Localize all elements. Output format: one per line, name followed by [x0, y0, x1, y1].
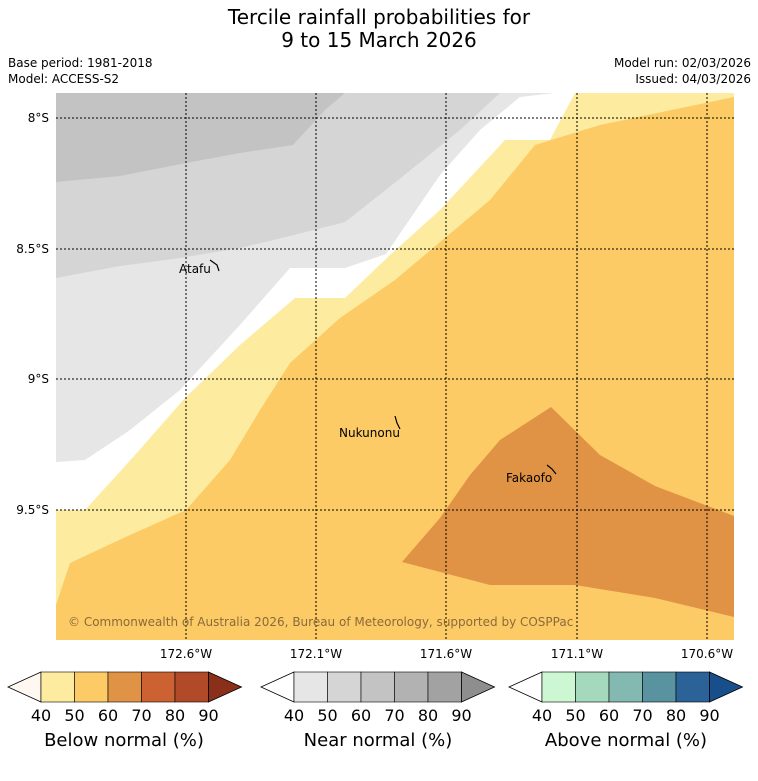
graticule	[56, 93, 734, 640]
place-labels: Atafu Nukunonu Fakaofo	[179, 262, 552, 485]
colorbar-above-tick: 80	[666, 706, 686, 725]
colorbar-near-tick: 40	[284, 706, 304, 725]
issued-text: Issued: 04/03/2026	[635, 72, 751, 86]
colorbar-below-segment	[107, 671, 142, 703]
colorbar-near-tick: 80	[418, 706, 438, 725]
colorbar-below-max-arrow	[208, 671, 243, 703]
probability-shading	[56, 93, 734, 640]
lat-label: 9°S	[28, 372, 49, 386]
lon-labels: 172.6°W 172.1°W 171.6°W 171.1°W 170.6°W	[160, 647, 733, 661]
lat-label: 8.5°S	[16, 242, 49, 256]
lon-label: 171.6°W	[420, 647, 472, 661]
colorbar-near-tick: 50	[317, 706, 337, 725]
colorbar-above-tick: 40	[532, 706, 552, 725]
colorbar-near-segment	[360, 671, 395, 703]
lat-label: 9.5°S	[16, 503, 49, 517]
colorbar-below-tick: 50	[64, 706, 84, 725]
colorbar-above-segment	[575, 671, 610, 703]
colorbar-legends: 40 50 60 70 80 90 40 50 60 70 80 90 40 50 60 70 80 90	[7, 671, 744, 725]
colorbar-near-segment	[293, 671, 328, 703]
model-text: Model: ACCESS-S2	[8, 72, 120, 86]
colorbar-above-tick: 70	[632, 706, 652, 725]
colorbar-near-segment	[394, 671, 429, 703]
below-normal-70-region	[402, 407, 734, 617]
lon-label: 171.1°W	[551, 647, 603, 661]
colorbar-below-tick: 60	[98, 706, 118, 725]
model-run-text: Model run: 02/03/2026	[613, 56, 751, 70]
colorbar-label-above: Above normal (%)	[544, 730, 708, 751]
near-normal-60-region	[56, 93, 345, 182]
lon-label: 170.6°W	[681, 647, 733, 661]
atafu-atoll-shape	[209, 259, 220, 272]
map-title-line2: 9 to 15 March 2026	[281, 28, 477, 52]
lat-label: 8°S	[28, 111, 49, 125]
fakaofo-atoll-shape	[546, 464, 557, 475]
colorbar-near-max-arrow	[461, 671, 496, 703]
colorbar-near-tick: 90	[451, 706, 471, 725]
colorbar-below-segment	[141, 671, 176, 703]
colorbar-below-min-arrow	[7, 671, 42, 703]
colorbar-near-segment	[327, 671, 362, 703]
map-title-line1: Tercile rainfall probabilities for	[227, 5, 531, 29]
colorbar-near-segment	[427, 671, 462, 703]
place-label-atafu: Atafu	[179, 262, 211, 276]
colorbar-above-max-arrow	[709, 671, 744, 703]
colorbar-above-min-arrow	[508, 671, 543, 703]
colorbar-label-below: Below normal (%)	[44, 730, 204, 751]
colorbar-below-tick: 80	[165, 706, 185, 725]
lon-label: 172.6°W	[160, 647, 212, 661]
colorbar-below-tick: 90	[198, 706, 218, 725]
colorbar-below-tick: 40	[31, 706, 51, 725]
colorbar-label-near: Near normal (%)	[303, 730, 453, 751]
colorbar-above-tick: 60	[599, 706, 619, 725]
colorbar-below-segment	[74, 671, 109, 703]
colorbar-below-segment	[174, 671, 209, 703]
colorbar-above-segment	[642, 671, 677, 703]
colorbar-below-segment	[40, 671, 75, 703]
atoll-outlines	[209, 259, 557, 475]
colorbar-above-segment	[608, 671, 643, 703]
colorbar-above-segment	[541, 671, 576, 703]
colorbar-near-tick: 70	[384, 706, 404, 725]
colorbar-above-tick: 90	[699, 706, 719, 725]
lon-label: 172.1°W	[290, 647, 342, 661]
lat-labels: 8°S 8.5°S 9°S 9.5°S	[16, 111, 49, 517]
colorbar-above-tick: 50	[565, 706, 585, 725]
colorbar-near-min-arrow	[260, 671, 295, 703]
colorbar-near-tick: 60	[351, 706, 371, 725]
colorbar-above-segment	[675, 671, 710, 703]
base-period-text: Base period: 1981-2018	[8, 56, 153, 70]
nukunonu-atoll-shape	[394, 415, 401, 430]
colorbar-below-tick: 70	[131, 706, 151, 725]
copyright-notice: © Commonwealth of Australia 2026, Bureau…	[68, 615, 573, 629]
place-label-fakaofo: Fakaofo	[506, 471, 552, 485]
place-label-nukunonu: Nukunonu	[339, 426, 400, 440]
